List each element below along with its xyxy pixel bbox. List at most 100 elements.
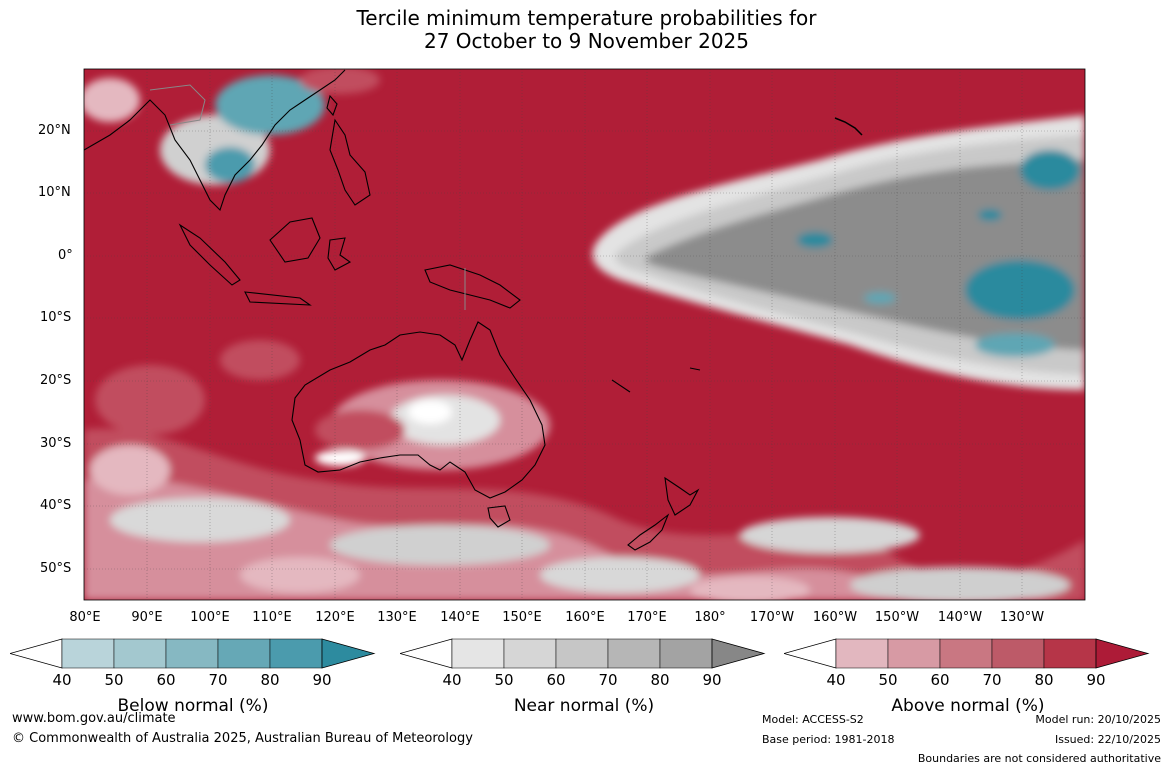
colorbar-segment [165,638,219,669]
map-title-line2: 27 October to 9 November 2025 [423,29,750,53]
colorbar-tick-label: 50 [494,671,514,689]
disclaimer-text: Boundaries are not considered authoritat… [917,752,1161,765]
colorbar-segment [939,638,993,669]
taiwan-coastline [326,94,338,117]
southern-pale-patch [240,557,360,593]
java-coastline [244,291,312,306]
se-asia-below-normal-patch [205,147,255,183]
lon-label: 180° [694,610,726,625]
colorbar-tick-label: 90 [1086,671,1106,689]
hawaii-coastline [834,117,863,136]
southern-near-normal-patch [540,557,700,593]
colorbar-tick-label: 60 [546,671,566,689]
map-title-line1: Tercile minimum temperature probabilitie… [356,6,817,30]
lon-label: 120°E [315,610,355,625]
colorbar-low-extend [10,638,63,669]
colorbar-high-extend [1095,638,1150,669]
lon-label: 130°E [377,610,417,625]
lon-label: 80°E [69,610,101,625]
lon-label: 170°W [749,610,795,625]
new-guinea-coastline [424,264,521,309]
lon-label: 170°E [627,610,667,625]
lat-label: 10°N [38,185,71,200]
boundaries [149,84,466,310]
lon-label: 150°E [502,610,542,625]
colorbar-title-below: Below normal (%) [117,696,269,716]
colorbar-segment [269,638,323,669]
lat-label: 20°N [38,123,71,138]
southern-pale-patch [90,445,170,495]
lon-label: 160°W [812,610,858,625]
colorbar-tick-label: 80 [650,671,670,689]
new-zealand-north-coastline [664,476,700,516]
colorbar-tick-label: 40 [52,671,72,689]
map-gridlines [84,69,1085,600]
colorbar-tick-label: 80 [1034,671,1054,689]
lon-label: 150°W [874,610,920,625]
pacific-below-normal-patch [975,333,1055,357]
colorbar-segment [887,638,941,669]
lat-label: 40°S [40,498,72,513]
china-sea-pale-patch [300,69,380,94]
colorbar-segment [1043,638,1097,669]
colorbar-low-extend [784,638,837,669]
colorbar-tick-label: 80 [260,671,280,689]
colorbar-above-normal [784,638,1150,669]
sumatra-coastline [178,223,241,286]
colorbar-segment [835,638,889,669]
australia-white-patch [315,450,365,466]
base-period-text: Base period: 1981-2018 [762,733,895,746]
borneo-coastline [269,217,321,263]
asia-mainland-coastline [84,69,346,212]
lon-label: 140°W [937,610,983,625]
colorbar-tick-label: 60 [156,671,176,689]
southern-near-normal-patch [850,567,1070,600]
pacific-below-normal-patch [978,209,1002,221]
southern-near-normal-patch [110,498,290,542]
probability-map [83,68,1086,601]
colorbar-tick-label: 50 [104,671,124,689]
pacific-below-normal-patch [864,292,896,304]
pacific-below-normal-patch [1020,150,1080,190]
lon-label: 160°E [565,610,605,625]
lat-label: 10°S [40,310,72,325]
tasmania-coastline [487,505,511,528]
australia-mixed-patch [315,410,405,450]
lon-label: 100°E [190,610,230,625]
southern-near-normal-patch [740,517,920,553]
colorbar-segment [113,638,167,669]
lat-label: 0° [58,248,73,263]
colorbar-tick-label: 70 [982,671,1002,689]
colorbar-segment [659,638,713,669]
colorbar-tick-label: 90 [312,671,332,689]
colorbar-segment [217,638,271,669]
colorbar-tick-label: 60 [930,671,950,689]
colorbar-tick-label: 50 [878,671,898,689]
colorbar-segment [451,638,505,669]
southern-near-normal-patch [330,525,550,565]
pacific-below-normal-patch [965,260,1075,320]
southern-pale-patch [690,576,810,600]
indian-ocean-mixed-patch [220,340,300,380]
lat-label: 20°S [40,373,72,388]
colorbar-tick-label: 40 [826,671,846,689]
website-link[interactable]: www.bom.gov.au/climate [12,711,176,726]
copyright-text: © Commonwealth of Australia 2025, Austra… [12,731,473,746]
indian-ocean-mixed-patch [95,365,205,435]
lon-label: 90°E [131,610,163,625]
colorbar-below-normal [10,638,376,669]
colorbar-tick-label: 70 [208,671,228,689]
new-caledonia-coastline [611,379,631,393]
issued-text: Issued: 22/10/2025 [1054,733,1161,746]
australia-coastline [291,321,546,499]
colorbar-title-near: Near normal (%) [513,696,655,716]
colorbar-segment [555,638,609,669]
philippines-coastline [329,118,371,206]
fiji-coastline [689,367,701,371]
sulawesi-coastline [327,237,352,271]
australia-white-patch [408,400,452,424]
colorbar-tick-label: 90 [702,671,722,689]
colorbar-segment [991,638,1045,669]
model-text: Model: ACCESS-S2 [762,713,864,726]
colorbar-high-extend [321,638,376,669]
